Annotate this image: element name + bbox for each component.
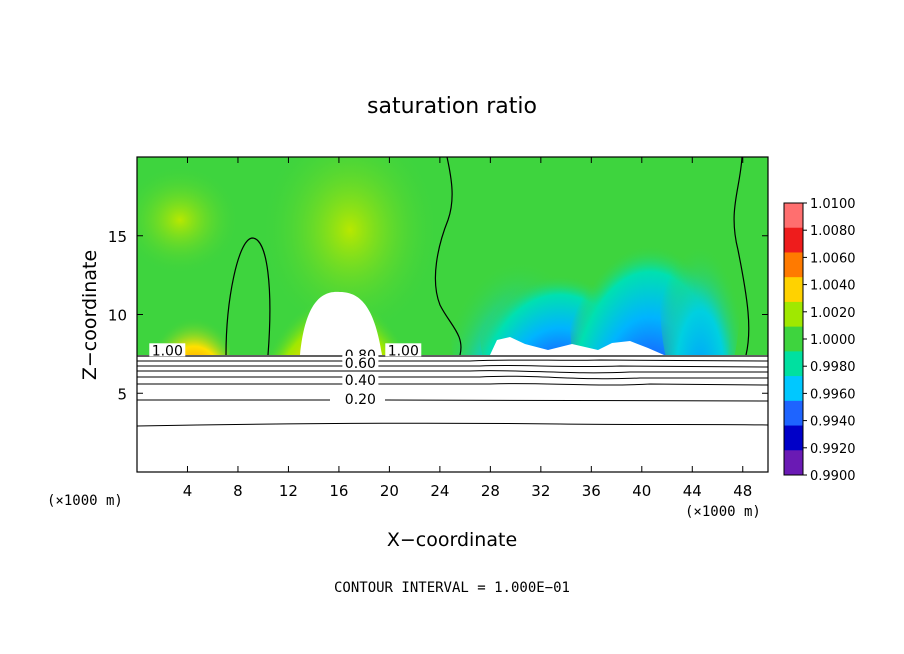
x-tick-label-9: 40 <box>632 482 651 500</box>
contour-interval-note: CONTOUR INTERVAL = 1.000E−01 <box>334 580 570 596</box>
contour-label-bg-5 <box>342 392 379 406</box>
x-tick-label-2: 12 <box>279 482 298 500</box>
colorbar-label-4: 1.0020 <box>810 306 856 321</box>
contour-label-4: 0.40 <box>345 373 376 389</box>
x-tick-label-8: 36 <box>582 482 601 500</box>
x-tick-label-6: 28 <box>481 482 500 500</box>
colorbar-swatch-9 <box>784 425 803 451</box>
chart-title: saturation ratio <box>367 94 537 119</box>
colorbar-label-3: 1.0040 <box>810 279 856 294</box>
colorbar-swatch-6 <box>784 351 803 377</box>
colorbar-label-7: 0.9960 <box>810 387 856 402</box>
contour-label-bg-0 <box>149 343 186 357</box>
colorbar-label-5: 1.0000 <box>810 333 856 348</box>
x-unit-left: (×1000 m) <box>47 493 123 509</box>
x-tick-label-0: 4 <box>183 482 193 500</box>
x-unit-right: (×1000 m) <box>685 504 761 520</box>
x-axis-label: X−coordinate <box>387 529 517 551</box>
colorbar-label-9: 0.9920 <box>810 442 856 457</box>
x-tick-label-10: 44 <box>683 482 702 500</box>
colorbar-swatch-1 <box>784 227 803 253</box>
colorbar-label-8: 0.9940 <box>810 415 856 430</box>
contour-lines <box>136 355 769 427</box>
colorbar-label-10: 0.9900 <box>810 469 856 484</box>
colorbar-swatch-8 <box>784 400 803 427</box>
colorbar-swatch-7 <box>784 376 803 402</box>
x-tick-label-4: 20 <box>380 482 399 500</box>
colorbar-label-6: 0.9980 <box>810 360 856 375</box>
contour-label-3: 0.60 <box>345 356 376 372</box>
contour-label-5: 0.20 <box>345 392 376 408</box>
colorbar-swatch-0 <box>784 203 803 229</box>
colorbar-swatch-5 <box>784 326 803 352</box>
colorbar: 1.0100 1.0080 1.0060 1.0040 1.0020 1.0000 0.99… <box>783 197 856 484</box>
colorbar-swatch-4 <box>784 301 803 328</box>
contour-label-bg-4 <box>342 373 379 387</box>
saturation-field <box>137 157 768 355</box>
colorbar-label-1: 1.0080 <box>810 224 856 239</box>
y-axis-label: Z−coordinate <box>79 250 101 380</box>
contour-label-0: 1.00 <box>152 343 183 359</box>
y-tick-label-1: 10 <box>108 307 127 325</box>
colorbar-swatch-2 <box>784 252 803 278</box>
contour-labels: 1.001.000.800.600.400.20 <box>149 343 422 408</box>
contour-label-bg-3 <box>342 355 379 369</box>
colorbar-label-0: 1.0100 <box>810 197 856 212</box>
x-axis: 4 8 12 16 20 24 28 32 36 40 44 48 <box>183 157 752 500</box>
x-tick-label-7: 32 <box>531 482 550 500</box>
x-tick-label-1: 8 <box>233 482 243 500</box>
contour-label-bg-1 <box>385 343 422 357</box>
colorbar-label-2: 1.0060 <box>810 251 856 266</box>
x-tick-label-3: 16 <box>329 482 348 500</box>
colorbar-swatch-3 <box>784 277 803 303</box>
plot-area: 1.001.000.800.600.400.20 481216202428323… <box>108 156 769 500</box>
y-axis: 5 10 15 <box>108 228 768 403</box>
x-tick-label-5: 24 <box>430 482 449 500</box>
x-tick-label-11: 48 <box>733 482 752 500</box>
y-tick-label-2: 15 <box>108 228 127 246</box>
colorbar-swatch-10 <box>784 450 803 476</box>
contour-label-1: 1.00 <box>388 343 419 359</box>
y-tick-label-0: 5 <box>117 385 127 403</box>
